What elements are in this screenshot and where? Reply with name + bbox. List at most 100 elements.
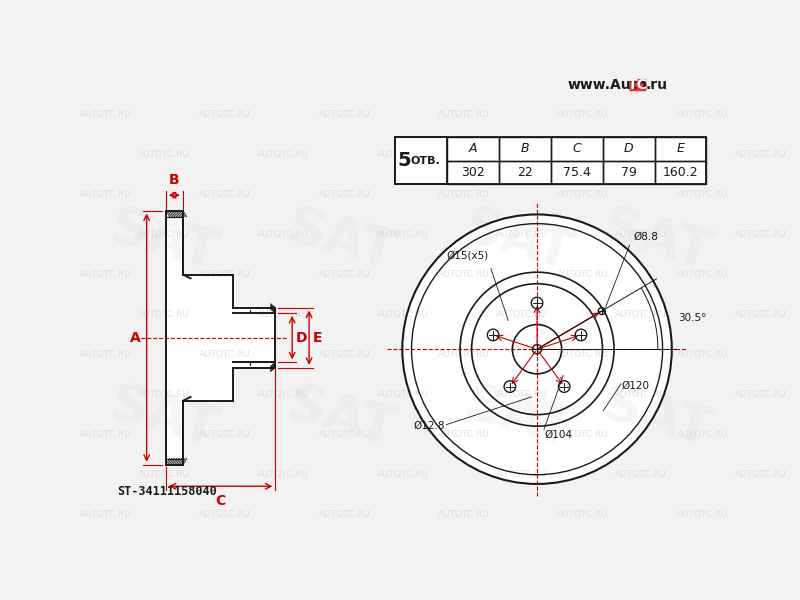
Text: AUTOTC.RU: AUTOTC.RU [615,150,667,159]
Text: A: A [130,331,141,344]
Text: AUTOTC.RU: AUTOTC.RU [199,110,251,119]
Bar [233,308,275,368]
Text: AUTOTC.RU: AUTOTC.RU [677,510,729,519]
Text: AUTOTC.RU: AUTOTC.RU [677,430,729,439]
Text: AUTOTC.RU: AUTOTC.RU [377,230,428,239]
Text: Ø15(x5): Ø15(x5) [446,251,489,260]
Text: C: C [572,142,581,155]
Text: AUTOTC.RU: AUTOTC.RU [677,190,729,199]
Text: SAT: SAT [458,379,578,458]
Text: AUTOTC.RU: AUTOTC.RU [438,270,490,279]
Text: SAT: SAT [596,202,717,281]
Text: AUTOTC.RU: AUTOTC.RU [318,350,370,359]
Text: AUTOTC.RU: AUTOTC.RU [80,110,132,119]
Bar [499,137,550,161]
Text: AUTOTC.RU: AUTOTC.RU [138,390,190,399]
Text: AUTOTC.RU: AUTOTC.RU [558,510,609,519]
Text: E: E [313,331,322,344]
Text: AUTOTC.RU: AUTOTC.RU [558,270,609,279]
Text: AUTOTC.RU: AUTOTC.RU [615,390,667,399]
Text: AUTOTC.RU: AUTOTC.RU [257,230,309,239]
Text: AUTOTC.RU: AUTOTC.RU [257,470,309,479]
Text: C: C [215,494,226,508]
Bar [654,137,706,161]
Text: AUTOTC.RU: AUTOTC.RU [677,350,729,359]
Text: B: B [169,173,180,187]
Text: AUTOTC.RU: AUTOTC.RU [677,110,729,119]
Text: 75.4: 75.4 [562,166,590,179]
Bar [654,161,706,184]
Text: D: D [296,331,307,344]
Text: AUTOTC.RU: AUTOTC.RU [257,390,309,399]
Text: TC: TC [628,78,648,92]
Text: AUTOTC.RU: AUTOTC.RU [138,150,190,159]
Text: AUTOTC.RU: AUTOTC.RU [318,430,370,439]
Text: AUTOTC.RU: AUTOTC.RU [377,390,428,399]
Text: SAT: SAT [458,202,578,281]
Text: AUTOTC.RU: AUTOTC.RU [677,270,729,279]
Text: AUTOTC.RU: AUTOTC.RU [257,150,309,159]
Text: Ø12.8: Ø12.8 [413,421,445,431]
Text: AUTOTC.RU: AUTOTC.RU [80,270,132,279]
Bar [394,137,706,184]
Text: AUTOTC.RU: AUTOTC.RU [558,190,609,199]
Text: AUTOTC.RU: AUTOTC.RU [199,270,251,279]
Text: AUTOTC.RU: AUTOTC.RU [80,190,132,199]
Text: AUTOTC.RU: AUTOTC.RU [80,350,132,359]
Text: AUTOTC.RU: AUTOTC.RU [496,470,547,479]
Text: AUTOTC.RU: AUTOTC.RU [496,230,547,239]
Text: AUTOTC.RU: AUTOTC.RU [734,390,786,399]
Bar [550,137,602,161]
Text: AUTOTC.RU: AUTOTC.RU [377,310,428,319]
Text: AUTOTC.RU: AUTOTC.RU [80,510,132,519]
Text: SAT: SAT [596,379,717,458]
Text: AUTOTC.RU: AUTOTC.RU [138,310,190,319]
Circle shape [402,214,672,484]
Bar [166,211,183,464]
Text: SAT: SAT [103,202,224,281]
Bar [602,161,654,184]
Text: AUTOTC.RU: AUTOTC.RU [80,430,132,439]
Text: AUTOTC.RU: AUTOTC.RU [496,150,547,159]
Bar [602,137,654,161]
Text: Ø120: Ø120 [622,380,650,391]
Text: SAT: SAT [281,202,401,281]
Text: AUTOTC.RU: AUTOTC.RU [318,190,370,199]
Text: AUTOTC.RU: AUTOTC.RU [496,390,547,399]
Text: AUTOTC.RU: AUTOTC.RU [318,510,370,519]
Bar [394,137,447,184]
Text: E: E [677,142,685,155]
Text: AUTOTC.RU: AUTOTC.RU [318,270,370,279]
Text: www.Auto: www.Auto [568,78,648,92]
FancyBboxPatch shape [630,79,646,91]
Text: AUTOTC.RU: AUTOTC.RU [318,110,370,119]
Text: AUTOTC.RU: AUTOTC.RU [615,310,667,319]
Text: AUTOTC.RU: AUTOTC.RU [734,310,786,319]
Text: AUTOTC.RU: AUTOTC.RU [438,110,490,119]
Text: 79: 79 [621,166,637,179]
Text: 22: 22 [517,166,533,179]
Text: Ø104: Ø104 [545,430,573,440]
Text: AUTOTC.RU: AUTOTC.RU [138,470,190,479]
Text: AUTOTC.RU: AUTOTC.RU [734,230,786,239]
Bar [550,161,602,184]
Text: AUTOTC.RU: AUTOTC.RU [257,310,309,319]
Text: AUTOTC.RU: AUTOTC.RU [138,230,190,239]
Text: AUTOTC.RU: AUTOTC.RU [734,470,786,479]
Text: AUTOTC.RU: AUTOTC.RU [558,430,609,439]
Text: .ru: .ru [646,78,668,92]
Bar [394,137,706,184]
Text: ST-34111158040: ST-34111158040 [118,485,217,498]
Text: AUTOTC.RU: AUTOTC.RU [438,350,490,359]
Text: AUTOTC.RU: AUTOTC.RU [734,150,786,159]
Text: AUTOTC.RU: AUTOTC.RU [199,190,251,199]
Text: AUTOTC.RU: AUTOTC.RU [496,310,547,319]
Text: AUTOTC.RU: AUTOTC.RU [615,470,667,479]
Text: 160.2: 160.2 [662,166,698,179]
Text: AUTOTC.RU: AUTOTC.RU [199,430,251,439]
Bar [447,161,499,184]
Text: AUTOTC.RU: AUTOTC.RU [199,510,251,519]
Text: SAT: SAT [281,379,401,458]
Text: AUTOTC.RU: AUTOTC.RU [558,110,609,119]
Text: A: A [469,142,477,155]
